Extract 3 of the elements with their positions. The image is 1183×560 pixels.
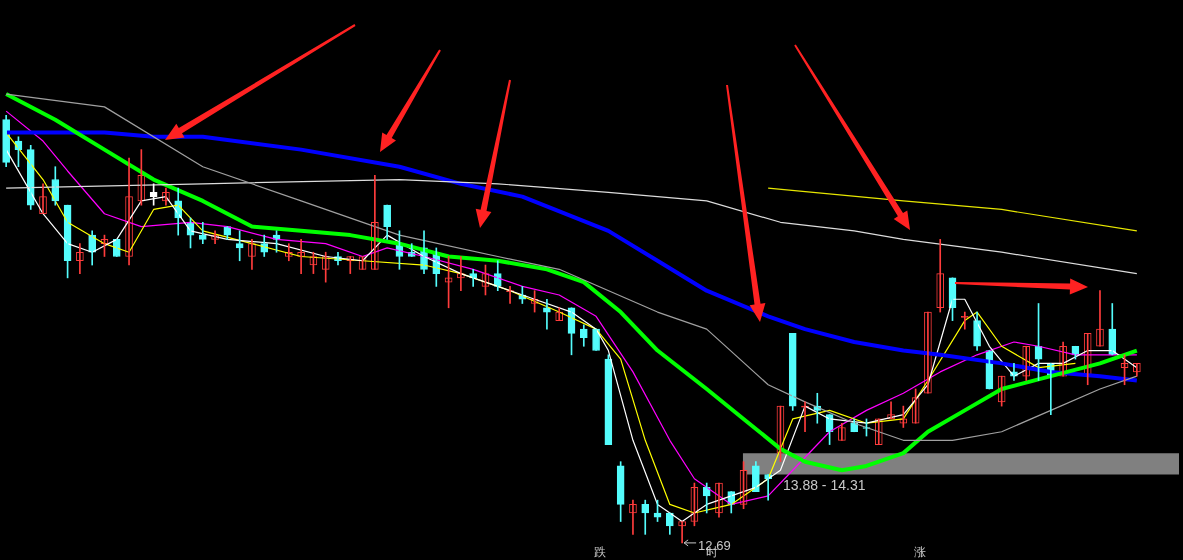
text: 涨	[914, 545, 926, 560]
band-label: 13.88 - 14.31	[782, 477, 866, 494]
text: 跌	[594, 545, 606, 560]
